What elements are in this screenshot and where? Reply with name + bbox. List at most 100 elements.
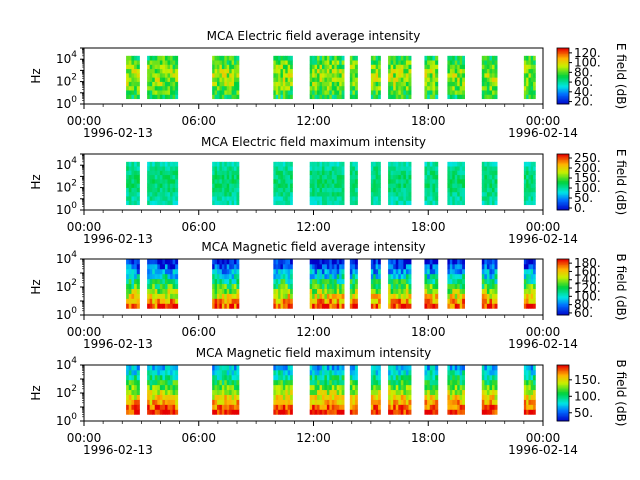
heatmap-cell: [131, 399, 135, 405]
heatmap-cell: [162, 90, 166, 95]
heatmap-cell: [170, 268, 174, 275]
heatmap-cell: [131, 389, 135, 395]
heatmap-cell: [489, 293, 493, 299]
heatmap-cell: [341, 263, 345, 270]
heatmap-cell: [452, 77, 456, 82]
heatmap-cell: [336, 60, 340, 65]
heatmap-cell: [321, 161, 325, 167]
heatmap-cell: [149, 161, 153, 167]
heatmap-cell: [390, 273, 394, 280]
heatmap-cell: [533, 178, 536, 184]
heatmap-cell: [341, 72, 345, 78]
heatmap-cell: [427, 183, 431, 188]
heatmap-cell: [403, 283, 407, 289]
heatmap-cell: [452, 64, 456, 70]
heatmap-cell: [489, 166, 493, 171]
heatmap-cell: [408, 379, 412, 386]
heatmap-cell: [523, 303, 527, 309]
heatmap-cell: [226, 170, 230, 176]
heatmap-cell: [162, 191, 166, 197]
heatmap-cell: [273, 178, 277, 184]
y-tick-label: 100: [56, 412, 77, 428]
heatmap-cell: [219, 263, 223, 270]
heatmap-cell: [484, 273, 488, 280]
heatmap-cell: [526, 268, 529, 275]
heatmap-cell: [424, 90, 428, 95]
heatmap-cell: [229, 77, 233, 82]
colorbar-segment: [557, 263, 569, 265]
heatmap-cell: [408, 268, 412, 275]
heatmap-cell: [403, 77, 407, 82]
heatmap-cell: [317, 263, 320, 270]
heatmap-cell: [398, 369, 402, 376]
heatmap-cell: [126, 399, 130, 405]
heatmap-cell: [370, 191, 374, 197]
heatmap-cell: [378, 161, 381, 167]
heatmap-cell: [131, 288, 135, 294]
heatmap-cell: [162, 303, 166, 309]
heatmap-cell: [427, 60, 431, 65]
heatmap-cell: [236, 379, 240, 386]
heatmap-cell: [486, 174, 490, 180]
heatmap-cell: [152, 170, 156, 176]
heatmap-cell: [149, 55, 153, 61]
heatmap-cell: [154, 196, 158, 201]
heatmap-cell: [152, 365, 156, 371]
heatmap-cell: [334, 278, 338, 285]
heatmap-cell: [339, 365, 343, 371]
heatmap-cell: [403, 200, 407, 206]
heatmap-cell: [526, 60, 529, 65]
heatmap-cell: [459, 81, 463, 87]
heatmap-cell: [175, 298, 179, 304]
heatmap-cell: [319, 278, 323, 285]
heatmap-cell: [530, 268, 534, 275]
heatmap-cell: [314, 68, 318, 74]
heatmap-cell: [533, 90, 536, 95]
heatmap-cell: [154, 268, 158, 275]
heatmap-cell: [352, 178, 356, 184]
heatmap-cell: [229, 170, 233, 176]
heatmap-cell: [273, 183, 277, 188]
heatmap-cell: [390, 60, 394, 65]
heatmap-cell: [427, 369, 431, 376]
heatmap-cell: [282, 298, 286, 304]
heatmap-cell: [214, 278, 218, 285]
heatmap-cell: [324, 90, 328, 95]
heatmap-cell: [159, 369, 163, 376]
heatmap-cell: [424, 161, 428, 167]
heatmap-cell: [285, 68, 289, 74]
heatmap-cell: [273, 196, 277, 201]
heatmap-cell: [231, 268, 235, 275]
heatmap-cell: [136, 394, 140, 400]
heatmap-cell: [326, 174, 330, 180]
heatmap-cell: [170, 196, 174, 201]
heatmap-cell: [214, 55, 218, 61]
heatmap-cell: [164, 191, 168, 197]
heatmap-cell: [136, 166, 140, 171]
heatmap-cell: [312, 379, 315, 386]
heatmap-cell: [484, 409, 488, 415]
heatmap-cell: [339, 68, 343, 74]
heatmap-cell: [280, 174, 284, 180]
heatmap-cell: [175, 85, 179, 91]
heatmap-cell: [154, 200, 158, 206]
heatmap-cell: [273, 64, 277, 70]
heatmap-cell: [452, 187, 456, 193]
heatmap-cell: [282, 278, 286, 285]
heatmap-cell: [435, 166, 439, 171]
heatmap-cell: [128, 369, 132, 376]
heatmap-cell: [375, 187, 379, 193]
heatmap-cell: [159, 183, 163, 188]
colorbar-segment: [557, 56, 569, 59]
heatmap-cell: [172, 68, 176, 74]
heatmap-cell: [523, 379, 527, 386]
heatmap-cell: [533, 374, 536, 381]
heatmap-cell: [484, 68, 488, 74]
heatmap-cell: [378, 384, 381, 391]
heatmap-cell: [403, 174, 407, 180]
heatmap-cell: [159, 196, 163, 201]
heatmap-cell: [435, 283, 439, 289]
heatmap-cell: [393, 85, 397, 91]
colorbar-segment: [557, 273, 569, 275]
colorbar-segment: [557, 85, 569, 88]
